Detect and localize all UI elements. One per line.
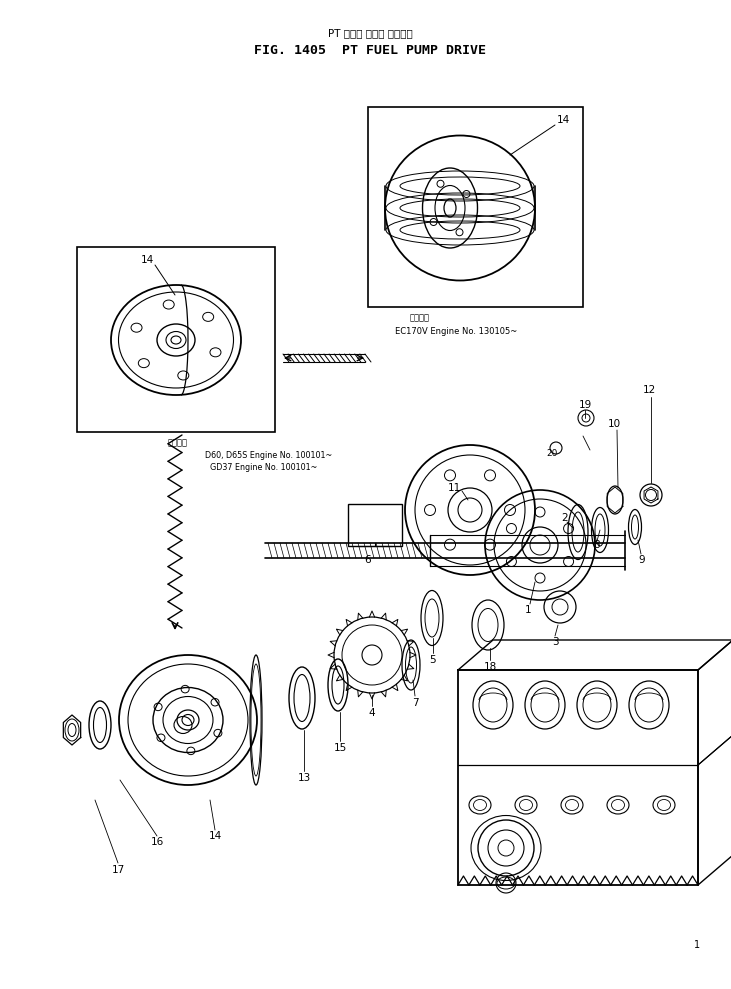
Text: 14: 14 — [208, 831, 221, 841]
Text: 17: 17 — [111, 865, 124, 875]
Text: 18: 18 — [483, 662, 496, 672]
Text: 15: 15 — [333, 743, 346, 753]
Text: 13: 13 — [298, 773, 311, 783]
Text: EC170V Engine No. 130105~: EC170V Engine No. 130105~ — [395, 326, 517, 335]
Text: 1: 1 — [525, 605, 531, 615]
Text: 5: 5 — [430, 655, 436, 665]
Text: 8: 8 — [594, 540, 600, 550]
Text: 16: 16 — [151, 837, 164, 847]
Text: 7: 7 — [412, 698, 418, 708]
Text: 19: 19 — [578, 400, 591, 410]
Text: 適用番号: 適用番号 — [410, 314, 430, 322]
Text: 11: 11 — [447, 483, 461, 493]
Text: 適用番号: 適用番号 — [168, 438, 188, 447]
Text: FIG. 1405  PT FUEL PUMP DRIVE: FIG. 1405 PT FUEL PUMP DRIVE — [254, 44, 486, 56]
Bar — [348, 504, 402, 546]
Text: 1: 1 — [694, 940, 700, 950]
Bar — [77, 247, 275, 432]
Text: 10: 10 — [607, 419, 621, 429]
Text: 2: 2 — [561, 513, 568, 523]
Text: D60, D65S Engine No. 100101~: D60, D65S Engine No. 100101~ — [205, 452, 333, 461]
Text: 20: 20 — [546, 449, 558, 459]
Text: 3: 3 — [552, 637, 558, 647]
Text: GD37 Engine No. 100101~: GD37 Engine No. 100101~ — [210, 464, 317, 473]
Bar — [458, 670, 698, 885]
Text: 9: 9 — [639, 555, 645, 565]
Text: 6: 6 — [365, 555, 371, 565]
Text: 12: 12 — [643, 385, 656, 395]
Text: 14: 14 — [556, 115, 569, 125]
Text: 4: 4 — [368, 708, 375, 718]
Text: PT フェル ポンプ ドライブ: PT フェル ポンプ ドライブ — [327, 28, 412, 38]
Text: 14: 14 — [140, 255, 154, 265]
Bar — [368, 107, 583, 307]
